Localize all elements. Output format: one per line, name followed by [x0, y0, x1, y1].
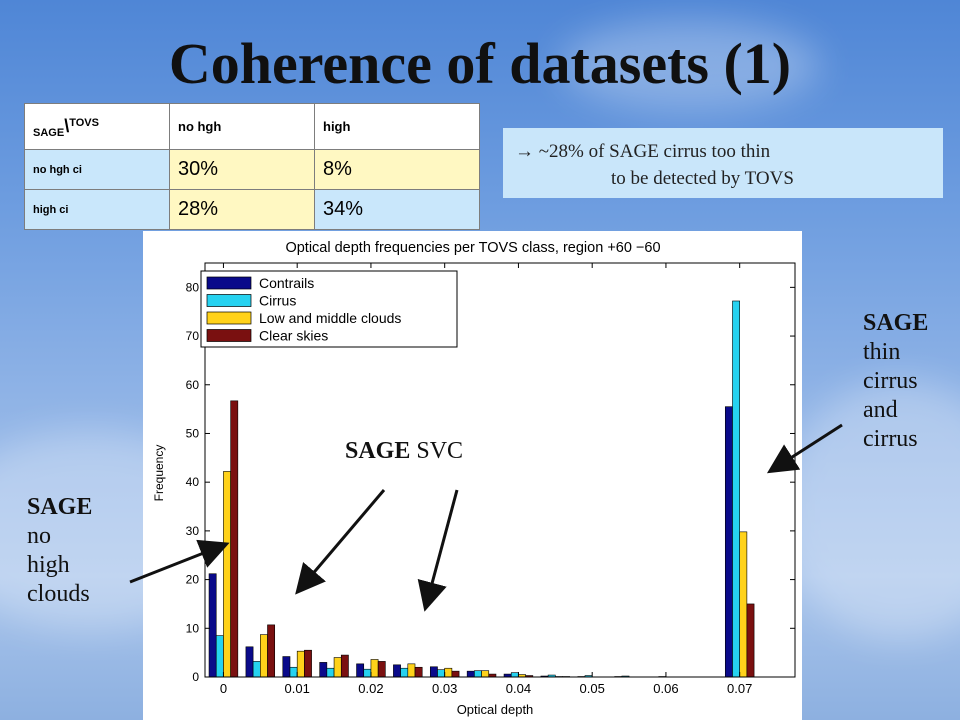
bar-contrails-3	[319, 662, 328, 678]
bar-contrails-14	[724, 406, 733, 678]
bar-cirrus-0	[215, 635, 224, 678]
legend-swatch-2	[206, 311, 252, 325]
annotation-thin-line-1: thin	[863, 339, 901, 365]
cell-no-hgh-ci-high: 8%	[314, 149, 480, 190]
bar-low-and-middle-clouds-3	[333, 657, 342, 678]
annotation-thin-bold: SAGE	[863, 310, 929, 336]
legend-label-0: Contrails	[259, 275, 314, 291]
cell-no-hgh-ci-no-hgh: 30%	[169, 149, 315, 190]
x-tick-label-0.03: 0.03	[432, 681, 457, 696]
y-tick-label-30: 30	[186, 524, 200, 538]
legend-swatch-0	[206, 276, 252, 290]
legend-label-2: Low and middle clouds	[259, 310, 401, 326]
annotation-thin-line-3: and	[863, 397, 898, 423]
x-tick-label-0.07: 0.07	[727, 681, 752, 696]
annotation-nohigh-line-2: high	[27, 552, 70, 578]
row-label-no-hgh-ci: no hgh ci	[24, 149, 170, 190]
bar-clear-skies-4	[377, 661, 386, 678]
y-tick-label-40: 40	[186, 475, 200, 489]
bar-cirrus-5	[400, 667, 409, 678]
row-label-high-ci: high ci	[24, 189, 170, 230]
cell-high-ci-high: 34%	[314, 189, 480, 230]
bar-clear-skies-0	[230, 400, 239, 678]
matrix-corner-cell: SAGE\TOVS	[24, 103, 170, 150]
note-line-2: to be detected by TOVS	[611, 168, 794, 189]
bar-cirrus-14	[732, 300, 740, 678]
slide-title: Coherence of datasets (1)	[168, 31, 792, 96]
bar-low-and-middle-clouds-5	[407, 663, 416, 678]
bar-cirrus-7	[474, 670, 482, 678]
x-axis-label: Optical depth	[457, 702, 534, 717]
chart-title: Optical depth frequencies per TOVS class…	[285, 240, 660, 256]
legend-label-3: Clear skies	[259, 328, 328, 344]
annotation-nohigh-bold: SAGE	[27, 494, 93, 520]
x-tick-label-0.04: 0.04	[506, 681, 531, 696]
annotation-thin-line-4: cirrus	[863, 426, 918, 452]
bar-cirrus-2	[289, 666, 298, 678]
bar-low-and-middle-clouds-7	[481, 670, 490, 678]
annotation-thin-line-2: cirrus	[863, 368, 918, 394]
bar-clear-skies-6	[451, 670, 460, 678]
bar-contrails-5	[393, 664, 401, 678]
bar-chart: Optical depth frequencies per TOVS class…	[152, 240, 796, 717]
y-tick-label-80: 80	[186, 280, 200, 294]
note-line-1: → ~28% of SAGE cirrus too thin	[515, 141, 771, 162]
corner-sage-label: SAGE	[33, 127, 65, 139]
x-tick-label-0.02: 0.02	[358, 681, 383, 696]
x-tick-label-0.06: 0.06	[653, 681, 678, 696]
bar-clear-skies-14	[746, 603, 755, 678]
annotation-nohigh-line-3: clouds	[27, 581, 90, 607]
bar-low-and-middle-clouds-14	[739, 531, 748, 678]
cell-high-ci-no-hgh: 28%	[169, 189, 315, 230]
bar-low-and-middle-clouds-2	[296, 650, 305, 678]
bar-cirrus-3	[326, 667, 335, 678]
annotation-svc-bold: SAGE	[345, 438, 411, 464]
bar-clear-skies-1	[267, 624, 276, 678]
y-tick-label-50: 50	[186, 426, 200, 440]
y-tick-label-20: 20	[186, 573, 200, 587]
corner-tovs-label: TOVS	[69, 117, 99, 129]
y-tick-label-10: 10	[186, 621, 200, 635]
x-tick-label-0.05: 0.05	[580, 681, 605, 696]
bar-clear-skies-2	[304, 649, 312, 678]
legend-swatch-1	[206, 294, 252, 307]
col-header-no-hgh: no hgh	[169, 103, 315, 150]
y-tick-label-0: 0	[192, 670, 199, 684]
x-tick-label-0: 0	[220, 681, 227, 696]
bar-contrails-0	[208, 573, 217, 678]
bar-contrails-1	[245, 646, 254, 678]
note-box: → ~28% of SAGE cirrus too thin to be det…	[503, 128, 943, 198]
bar-low-and-middle-clouds-4	[370, 659, 379, 678]
annotation-nohigh-line-1: no	[27, 523, 51, 549]
annotation-svc: SAGE SVC	[345, 437, 463, 466]
bar-cirrus-8	[510, 672, 519, 678]
coherence-matrix: SAGE\TOVS no hgh high no hgh ci 30% 8% h…	[24, 103, 480, 230]
legend-label-1: Cirrus	[259, 293, 296, 309]
annotation-no-high-clouds: SAGE no high clouds	[27, 493, 92, 609]
bar-clear-skies-3	[340, 654, 349, 678]
bar-low-and-middle-clouds-0	[223, 471, 231, 678]
bar-cirrus-6	[437, 669, 445, 678]
col-header-high: high	[314, 103, 480, 150]
bar-low-and-middle-clouds-6	[444, 667, 453, 678]
annotation-svc-rest: SVC	[410, 438, 464, 464]
bar-low-and-middle-clouds-1	[260, 634, 268, 678]
bar-cirrus-1	[252, 661, 261, 678]
y-axis-label: Frequency	[152, 445, 166, 502]
corner-separator: \	[64, 116, 70, 136]
bar-contrails-6	[429, 666, 438, 678]
annotation-thin-cirrus: SAGE thin cirrus and cirrus	[863, 309, 928, 454]
bar-contrails-7	[466, 670, 475, 678]
chart-panel: Optical depth frequencies per TOVS class…	[143, 231, 802, 720]
bar-contrails-2	[282, 656, 291, 678]
legend-swatch-3	[206, 329, 252, 342]
y-tick-label-70: 70	[186, 329, 200, 343]
bar-cirrus-4	[363, 668, 372, 678]
x-tick-label-0.01: 0.01	[285, 681, 310, 696]
bar-contrails-4	[356, 663, 365, 678]
bar-clear-skies-5	[414, 666, 423, 678]
y-tick-label-60: 60	[186, 378, 200, 392]
